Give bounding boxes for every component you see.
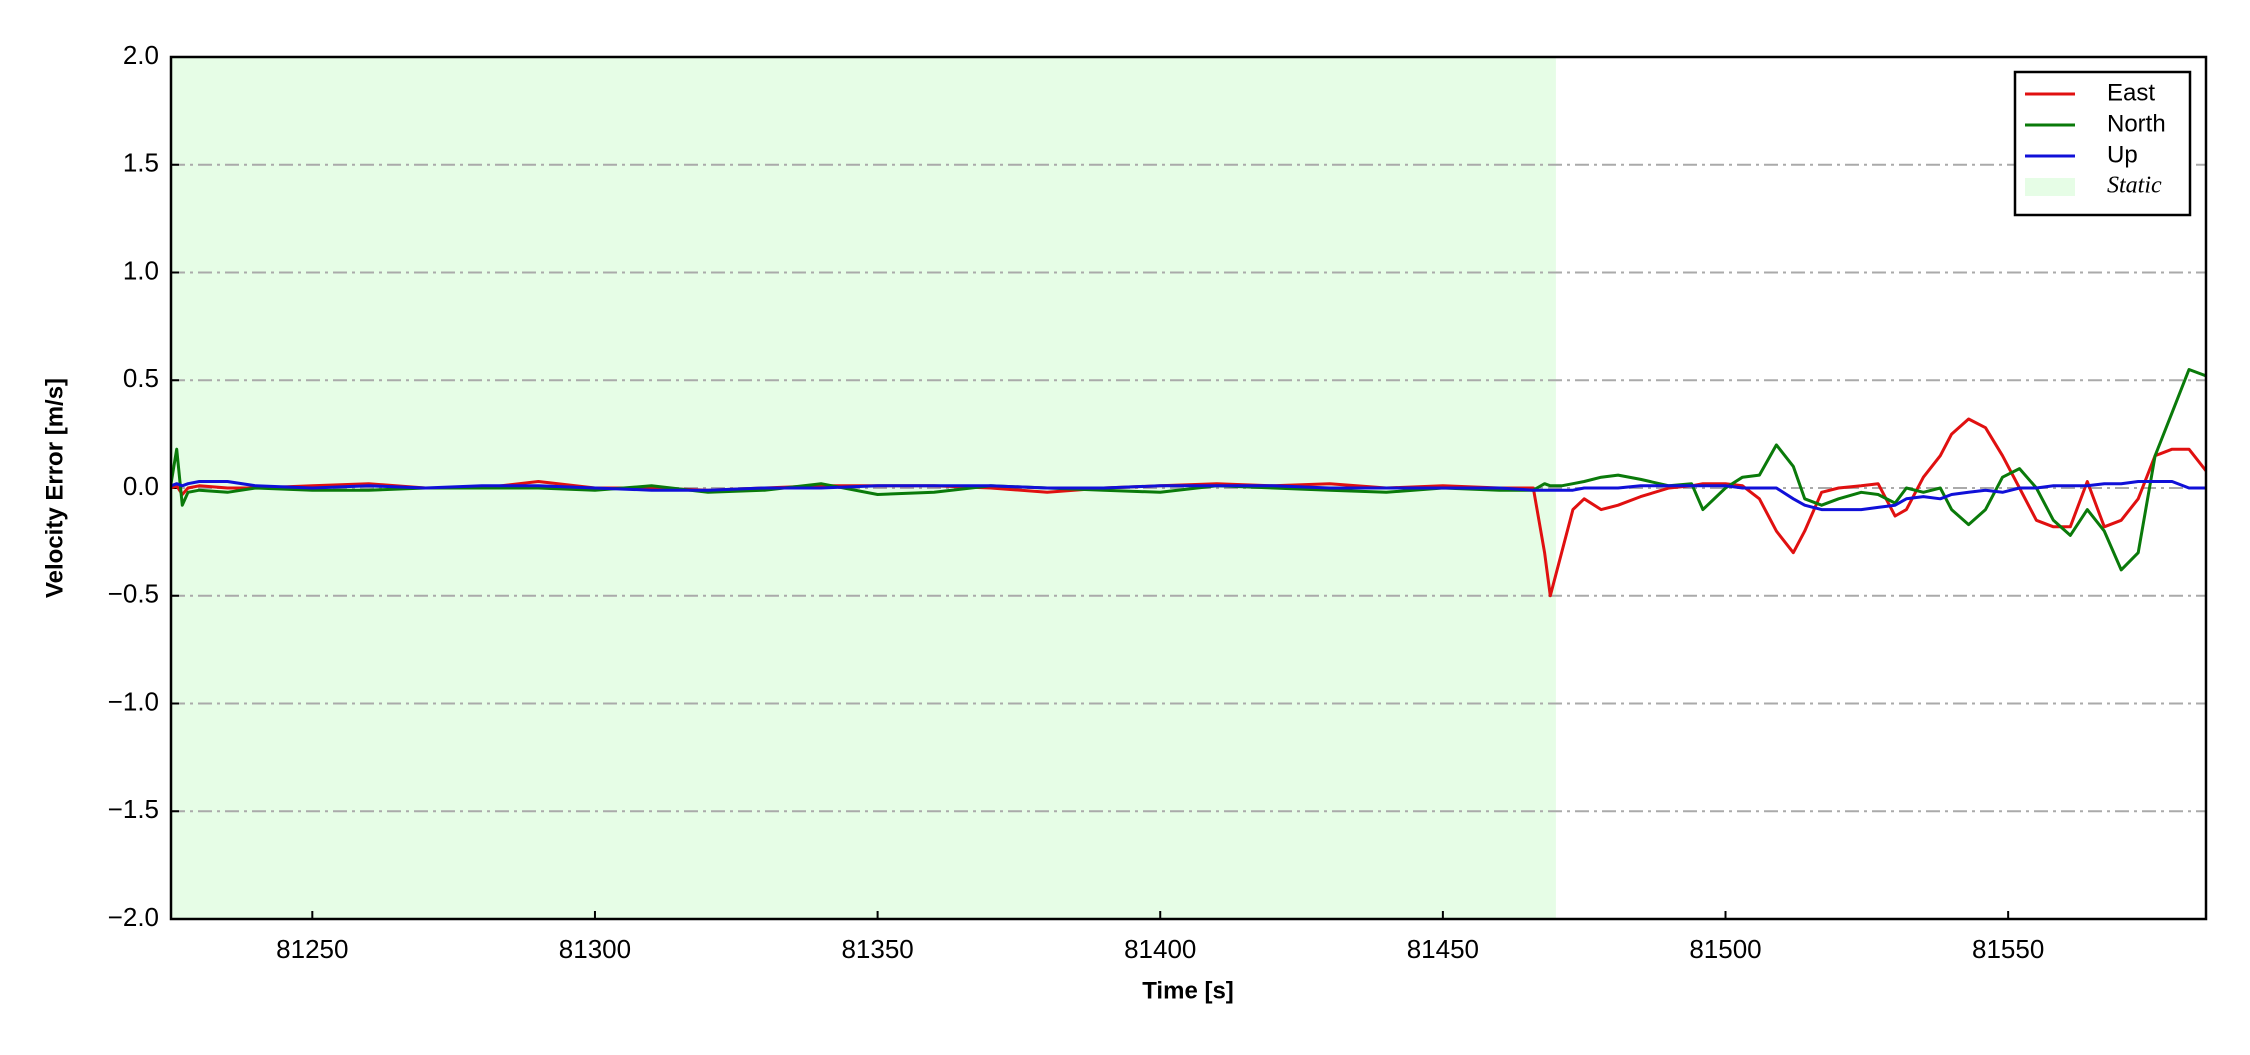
data-line bbox=[171, 480, 2206, 512]
x-tick-label: 81550 bbox=[1972, 934, 2044, 964]
y-tick-label: 1.5 bbox=[123, 148, 159, 178]
legend-label: Static bbox=[2107, 173, 2162, 199]
x-tick-label: 81300 bbox=[559, 934, 631, 964]
y-tick-label: −2.0 bbox=[108, 902, 159, 932]
legend-label: Up bbox=[2107, 141, 2138, 168]
x-tick-label: 81250 bbox=[276, 934, 348, 964]
x-tick-label: 81400 bbox=[1124, 934, 1196, 964]
y-tick-label: −1.0 bbox=[108, 686, 159, 716]
x-tick-label: 81350 bbox=[841, 934, 913, 964]
plot-area bbox=[171, 368, 2206, 598]
legend-label: North bbox=[2107, 110, 2166, 137]
plot-frame bbox=[169, 55, 2208, 921]
y-tick-label: 2.0 bbox=[123, 40, 159, 70]
legend-label: East bbox=[2107, 79, 2155, 106]
x-axis-label: Time [s] bbox=[1142, 977, 1234, 1004]
y-tick-label: −1.5 bbox=[108, 794, 159, 824]
y-tick-label: −0.5 bbox=[108, 579, 159, 609]
y-axis-label: Velocity Error [m/s] bbox=[41, 378, 68, 598]
x-tick-label: 81500 bbox=[1689, 934, 1761, 964]
data-line bbox=[171, 368, 2206, 572]
y-tick-label: 1.0 bbox=[123, 255, 159, 285]
y-tick-label: 0.0 bbox=[123, 471, 159, 501]
x-tick-label: 81450 bbox=[1407, 934, 1479, 964]
legend-swatch bbox=[2025, 178, 2075, 196]
y-tick-label: 0.5 bbox=[123, 363, 159, 393]
